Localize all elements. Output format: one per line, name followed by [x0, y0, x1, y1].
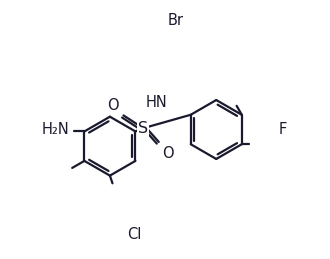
Text: HN: HN	[145, 95, 167, 110]
Text: H₂N: H₂N	[42, 122, 70, 137]
Text: F: F	[279, 122, 287, 137]
Text: O: O	[107, 98, 118, 113]
Text: Cl: Cl	[127, 227, 142, 242]
Text: S: S	[138, 121, 148, 136]
Text: O: O	[162, 146, 174, 161]
Text: Br: Br	[168, 13, 183, 28]
